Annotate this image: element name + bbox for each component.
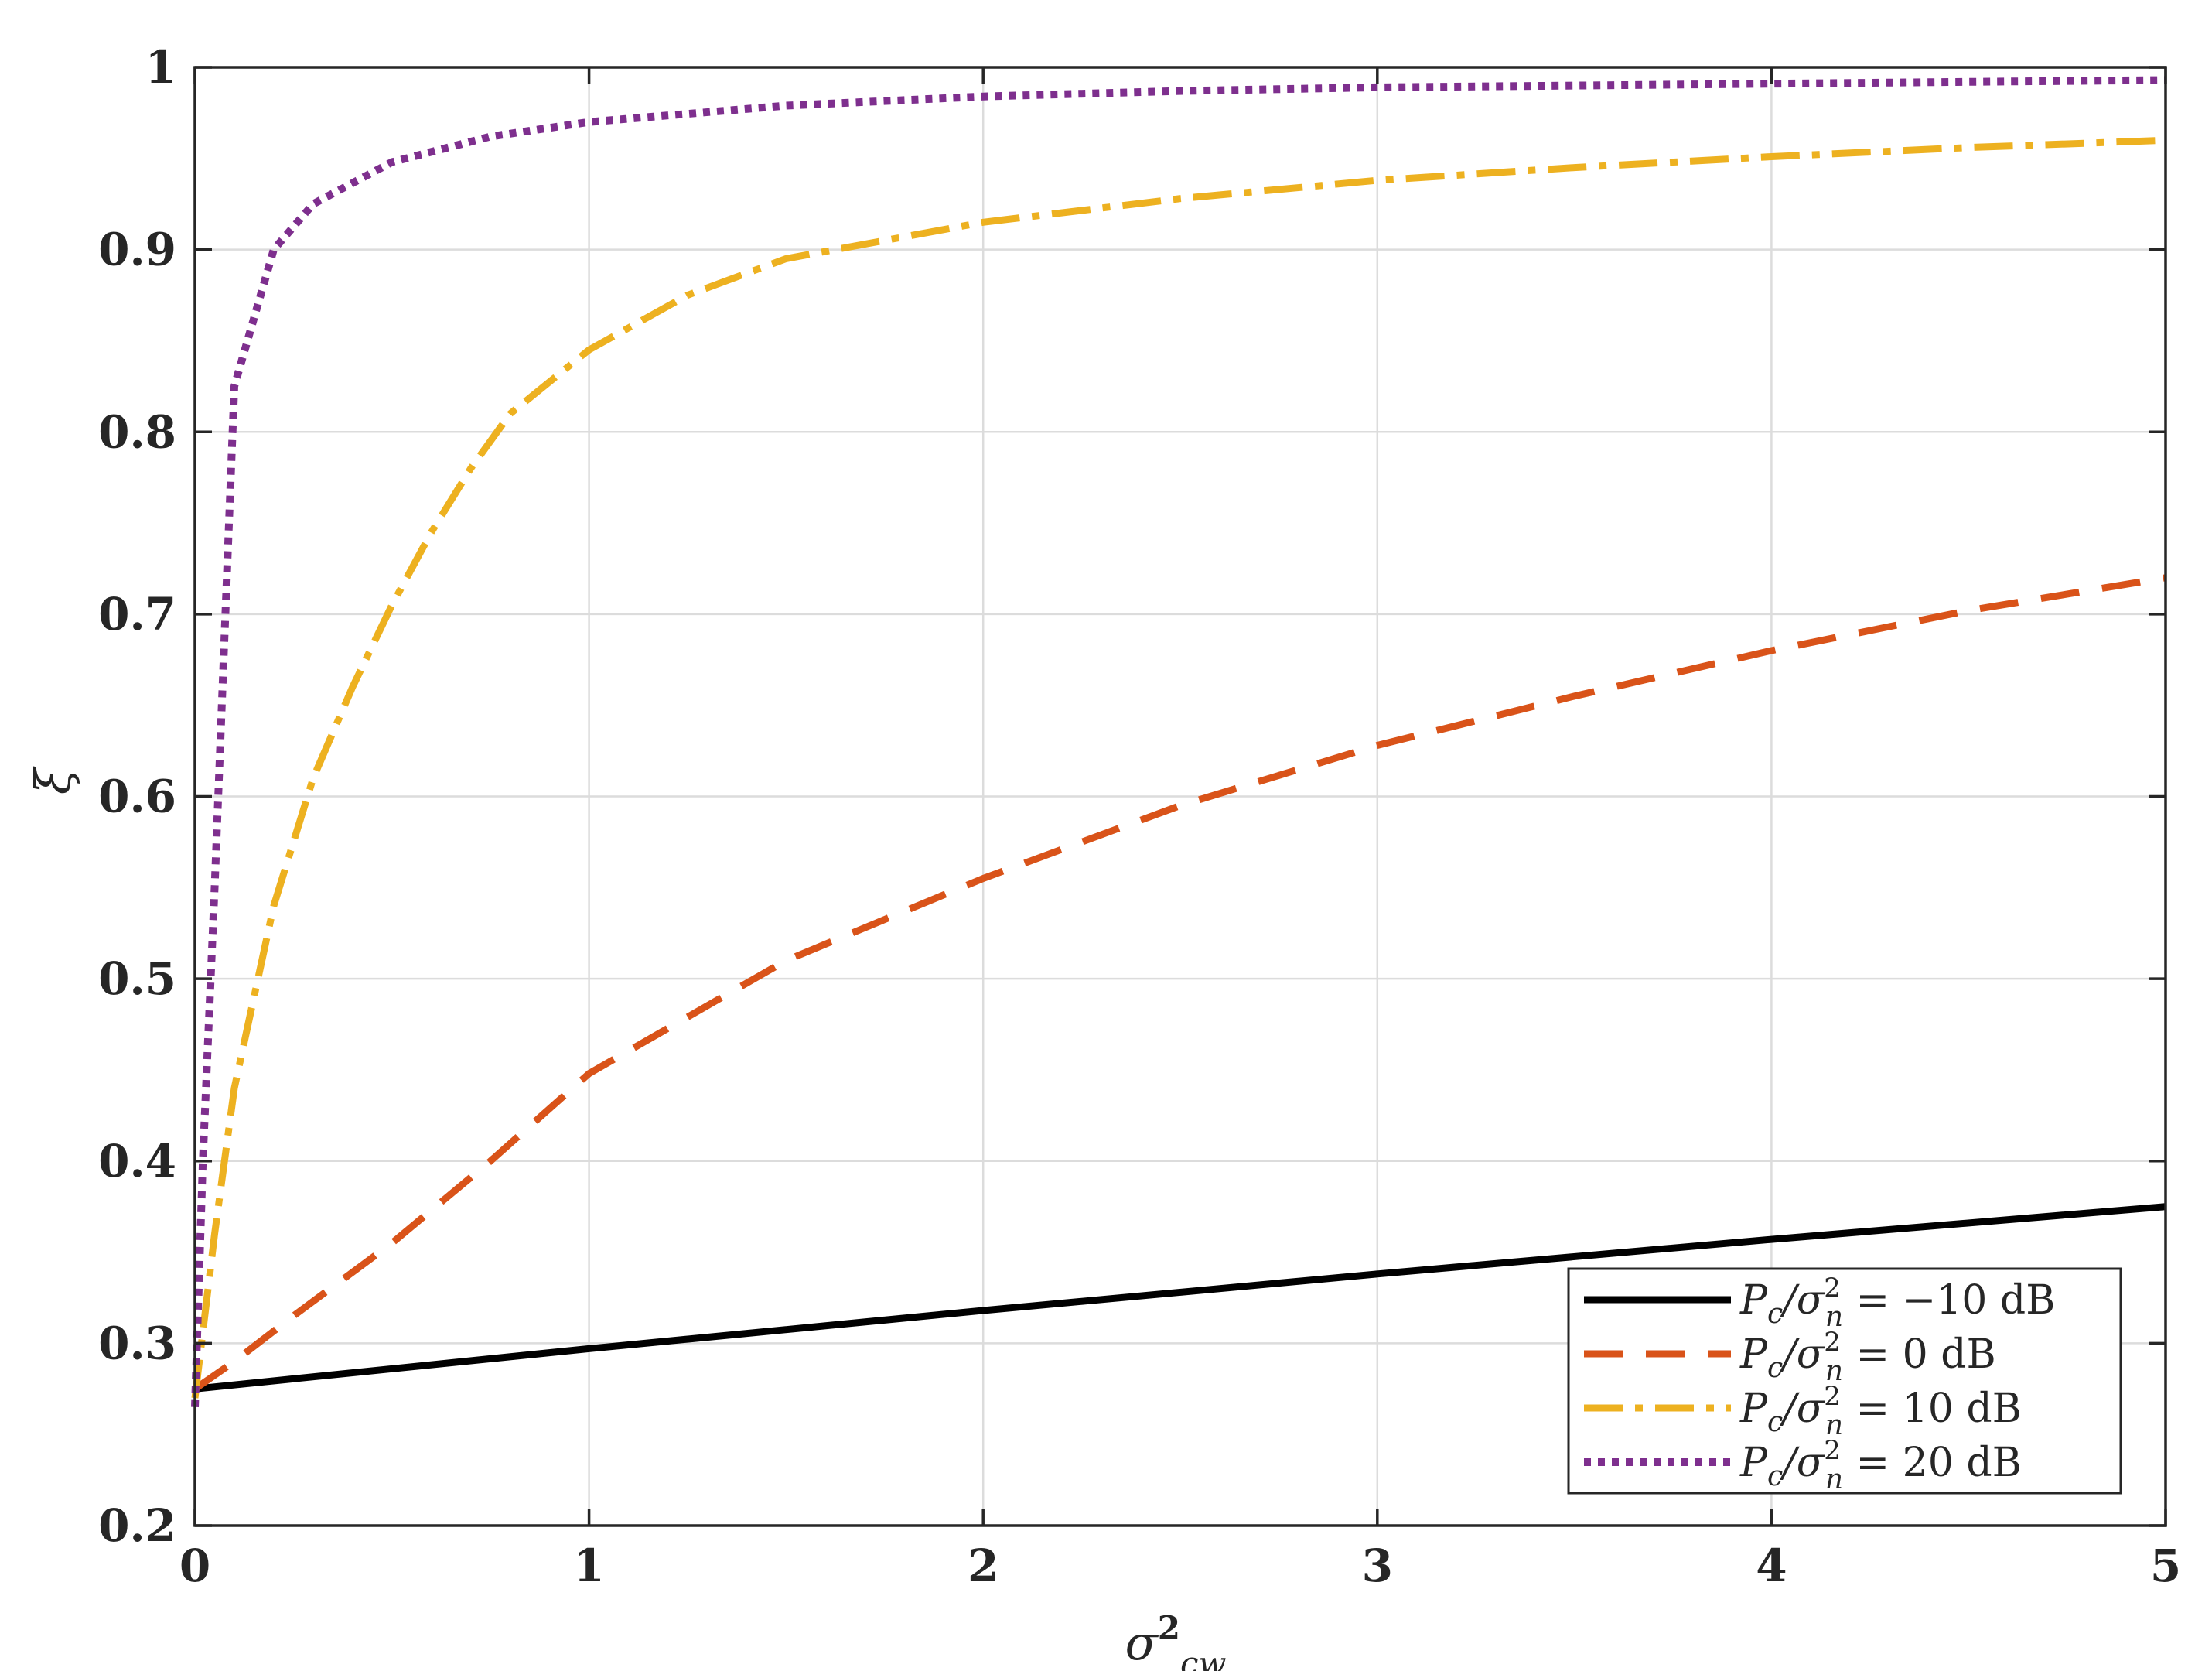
y-tick-label: 0.2 [98,1499,176,1552]
y-tick-label: 0.9 [98,224,176,276]
axis-ticks [193,66,2167,1527]
y-tick-label: 0.6 [98,771,176,823]
legend-box [1567,1267,2122,1495]
series-line-1 [193,574,2166,1392]
legend-label-0: Pc/σ2 n = −10 dB [1739,1273,2055,1333]
x-tick-label: 0 [179,1539,210,1592]
tick-labels: 0 1 2 3 4 5 0.2 0.3 0.4 0.5 0.6 0.7 0.8 0.9 1 [98,41,2181,1592]
series-line-3 [191,76,2166,1407]
x-tick-label: 4 [1756,1539,1787,1592]
y-tick-label: 0.8 [98,405,176,458]
y-axis-label: ξ [25,766,81,794]
x-tick-label: 5 [2150,1539,2181,1592]
x-tick-label: 2 [968,1539,998,1592]
y-tick-label: 0.4 [98,1135,176,1187]
grid-lines [195,67,2166,1526]
x-tick-label: 1 [573,1539,604,1592]
y-tick-label: 1 [145,41,176,94]
legend-label-1: Pc/σ2 n = 0 dB [1739,1327,1996,1387]
y-tick-label: 0.7 [98,588,176,641]
x-axis-label-sub: cw [1180,1645,1227,1671]
series-line-0 [194,1203,2166,1392]
legend-label-3: Pc/σ2 n = 20 dB [1739,1435,2022,1495]
x-axis-label-sup: 2 [1158,1609,1180,1647]
series-line-2 [191,136,2166,1399]
plot-area [191,76,2166,1407]
legend-label-2: Pc/σ2 n = 10 dB [1739,1381,2022,1441]
y-tick-label: 0.3 [98,1317,176,1369]
x-tick-label: 3 [1362,1539,1393,1592]
y-tick-label: 0.5 [98,952,176,1005]
